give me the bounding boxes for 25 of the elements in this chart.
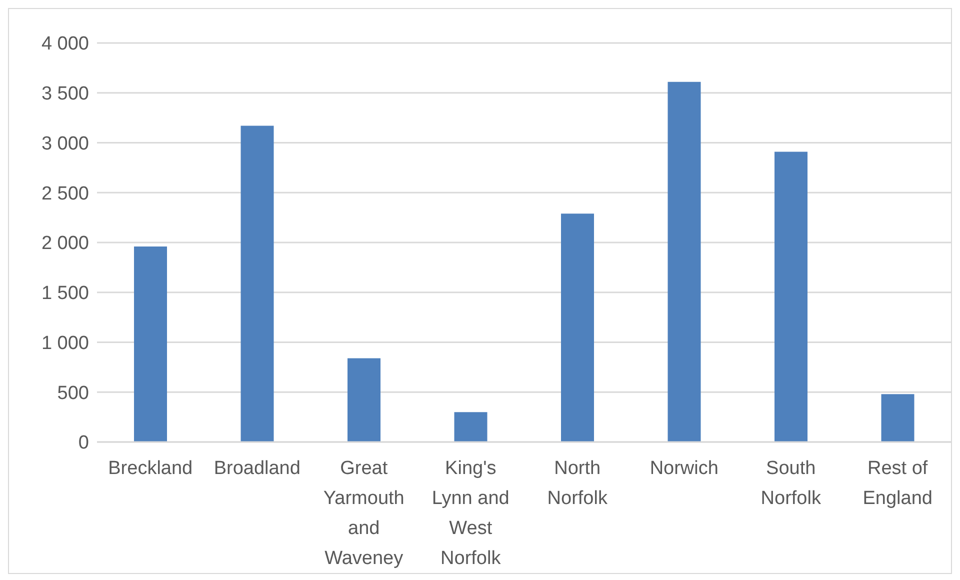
bar: [454, 412, 488, 442]
x-tick-label: Broadland: [214, 458, 300, 479]
x-tick-label: Breckland: [108, 458, 193, 479]
bar: [774, 152, 808, 442]
bar: [881, 394, 914, 442]
x-tick-label: North Norfolk: [547, 458, 608, 509]
bar: [668, 82, 701, 442]
x-tick-label: Great Yarmouth and Waveney: [323, 458, 404, 569]
y-tick-label: 1 000: [41, 332, 89, 354]
x-tick-label: King's Lynn and West Norfolk: [432, 458, 510, 569]
bar: [240, 126, 274, 442]
bar: [134, 246, 167, 442]
x-tick-label: Rest of England: [862, 458, 932, 509]
y-tick-label: 3 000: [41, 133, 89, 154]
y-tick-label: 2 500: [41, 183, 89, 204]
y-tick-label: 0: [78, 432, 89, 454]
bar: [561, 214, 594, 442]
y-tick-label: 4 000: [41, 34, 89, 55]
x-tick-label: South Norfolk: [760, 458, 822, 509]
y-tick-label: 2 000: [41, 233, 89, 254]
y-tick-label: 500: [57, 382, 89, 404]
bar: [348, 358, 380, 442]
x-tick-label: Norwich: [650, 458, 718, 479]
y-tick-label: 3 500: [41, 84, 89, 105]
y-tick-label: 1 500: [41, 283, 89, 304]
